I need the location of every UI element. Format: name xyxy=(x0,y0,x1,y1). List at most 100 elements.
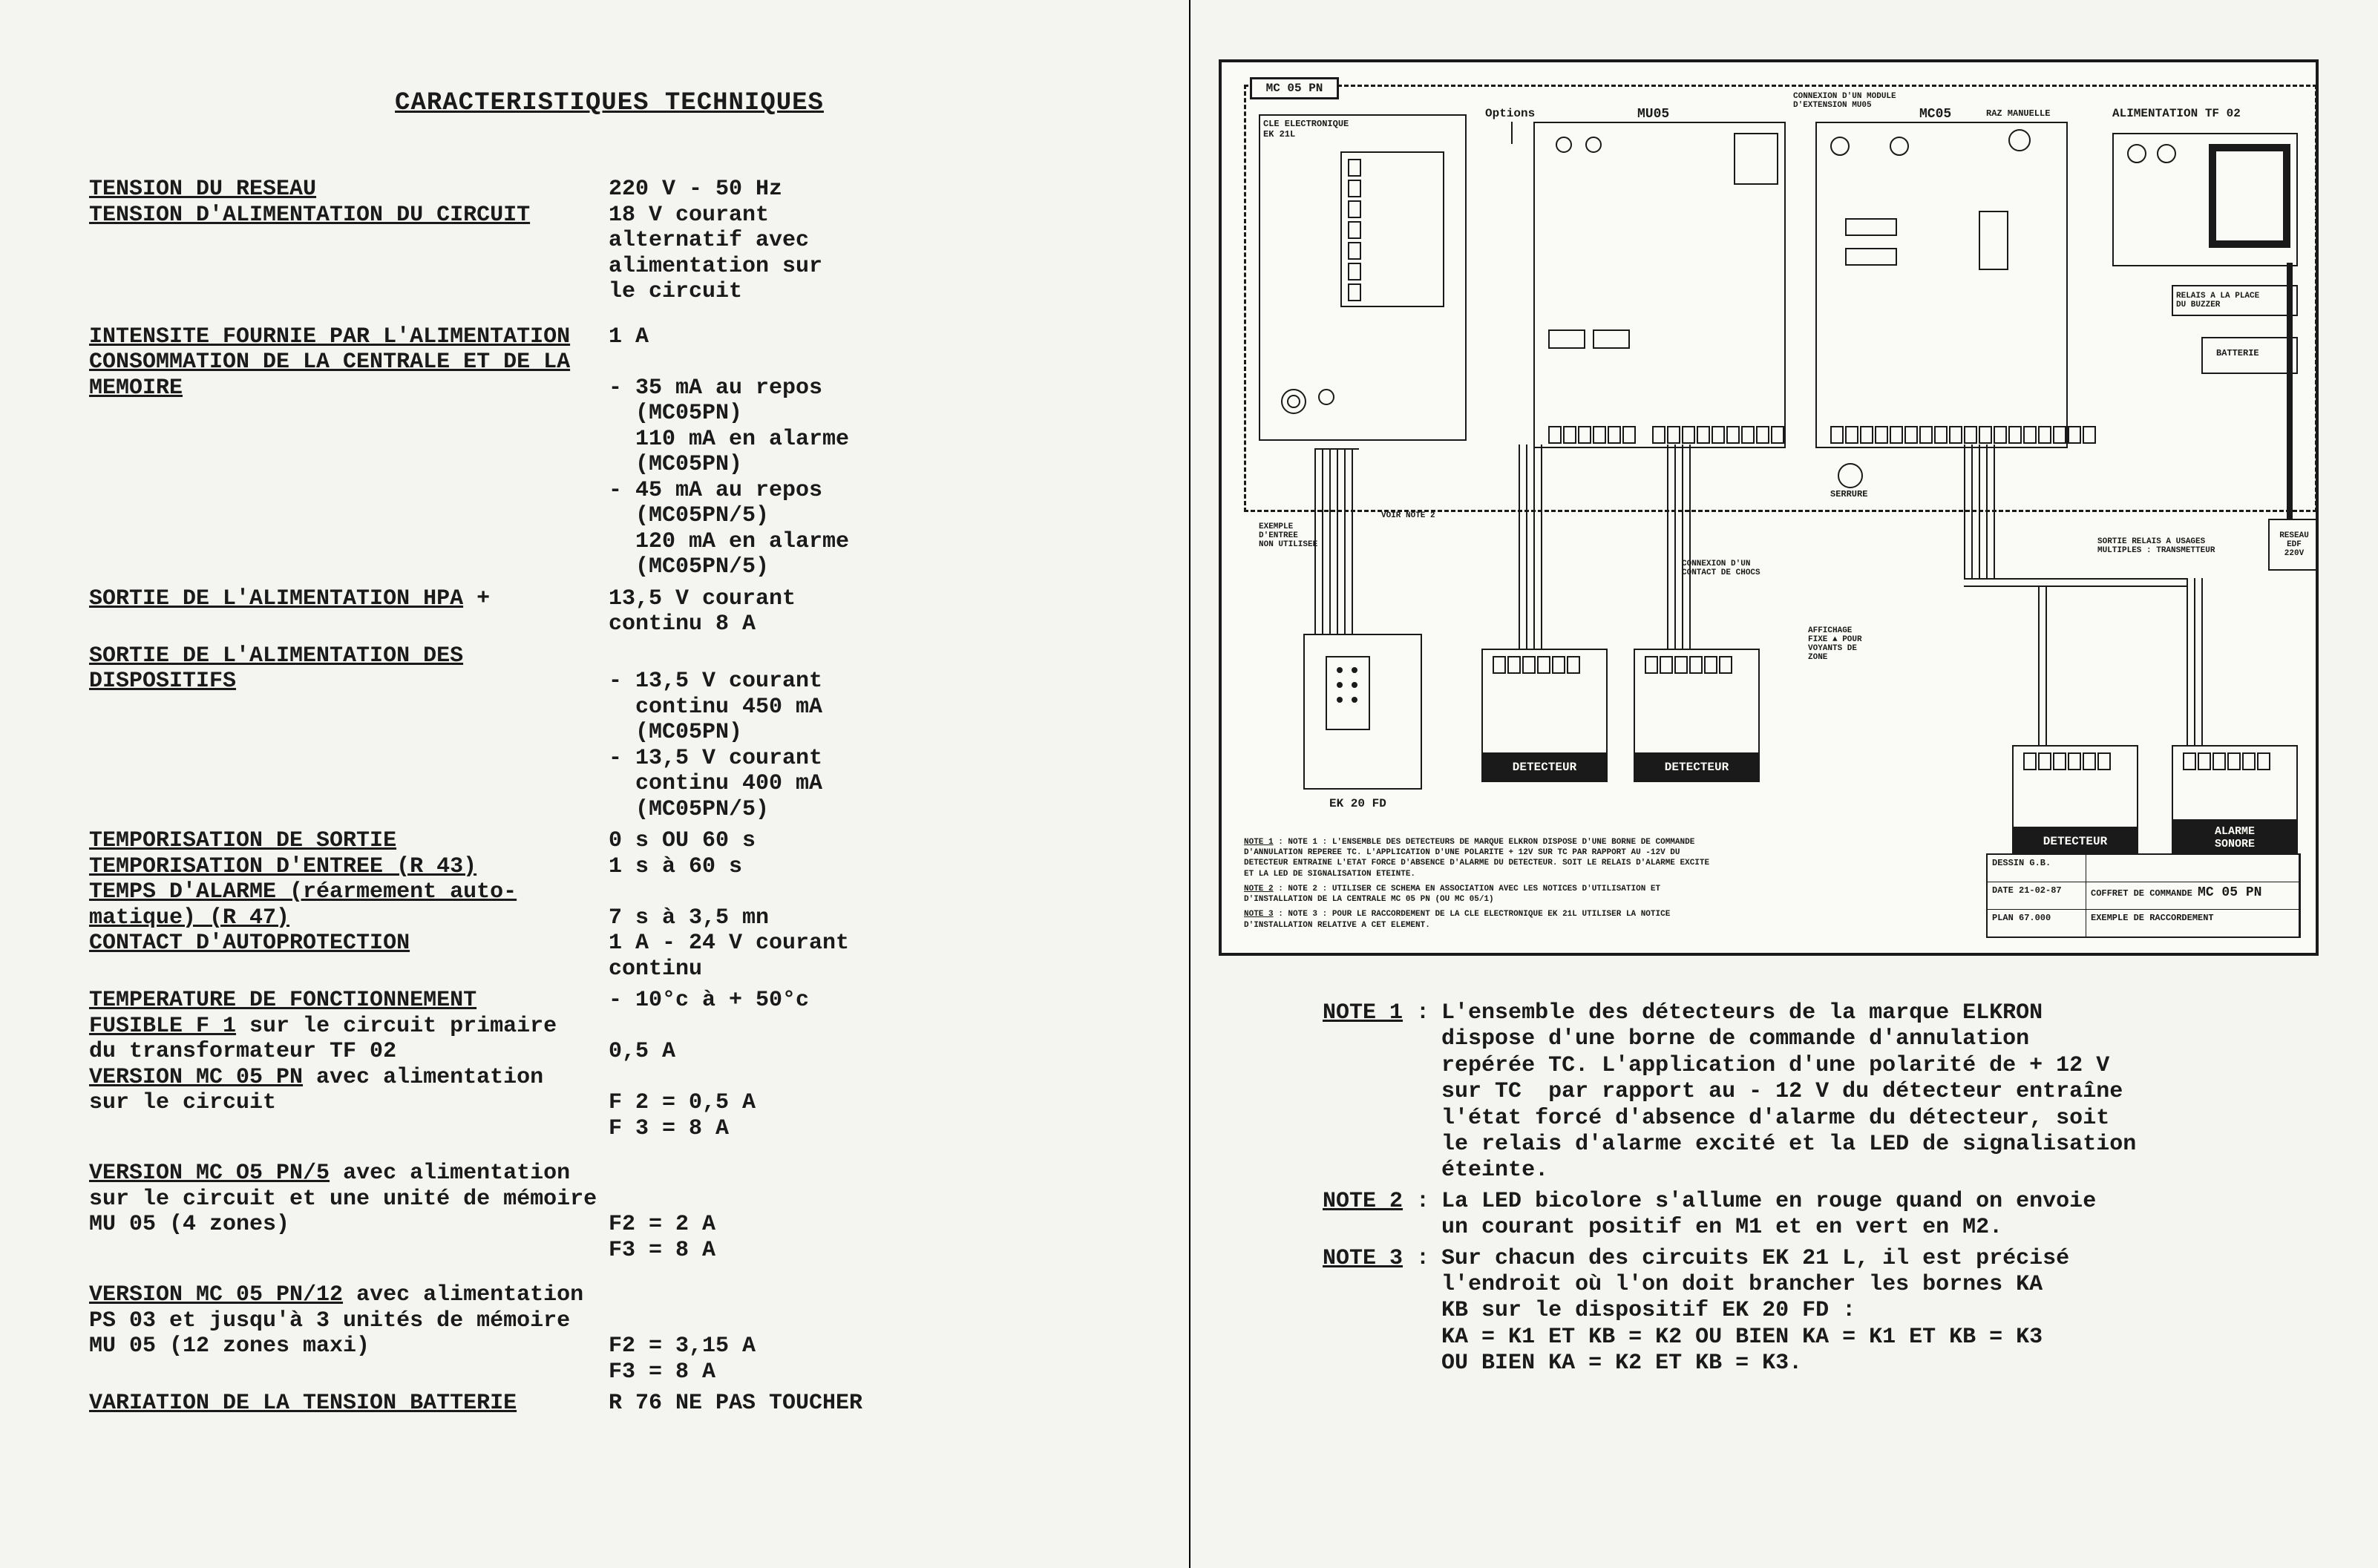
tb-r1b xyxy=(2086,855,2299,882)
tb-r2b-text: COFFRET DE COMMANDE xyxy=(2091,888,2192,899)
det1-terms xyxy=(1493,656,1580,674)
tb-r3b: EXEMPLE DE RACCORDEMENT xyxy=(2086,910,2299,936)
spec-row: VERSION MC O5 PN/5 avec alimentation sur… xyxy=(89,1161,1130,1263)
mini-note-1: NOTE 1 : L'ENSEMBLE DES DETECTEURS DE MA… xyxy=(1244,838,1709,879)
label-alarme: ALARME SONORE xyxy=(2215,825,2255,850)
spec-row: TENSION DU RESEAU220 V - 50 Hz xyxy=(89,177,1130,203)
tb-r2a: DATE 21-02-87 xyxy=(1988,882,2086,909)
spec-row: VERSION MC 05 PN avec alimentation sur l… xyxy=(89,1065,1130,1142)
wiring-diagram: MC 05 PN CLE ELECTRONIQUE EK 21L Options… xyxy=(1219,59,2319,956)
edf-box: RESEAU EDF 220V xyxy=(2268,519,2319,571)
spec-table: TENSION DU RESEAU220 V - 50 HzTENSION D'… xyxy=(89,177,1130,1417)
label-mc05: MC05 xyxy=(1919,107,1951,122)
spec-row: SORTIE DE L'ALIMENTATION DES DISPOSITIFS… xyxy=(89,643,1130,823)
note-row: NOTE 2 : La LED bicolore s'allume en roug… xyxy=(1323,1189,2259,1241)
label-relais: RELAIS A LA PLACE DU BUZZER xyxy=(2176,292,2259,309)
detecteur3-label-box: DETECTEUR xyxy=(2012,827,2138,856)
ek21l-title: CLE ELECTRONIQUE EK 21L xyxy=(1263,119,1349,140)
spec-value: 18 V courant alternatif avec alimentatio… xyxy=(609,203,1130,305)
tb-r3a: PLAN 67.000 xyxy=(1988,910,2086,936)
mu05-led2 xyxy=(1585,137,1602,153)
diagram-titleblock: DESSIN G.B. DATE 21-02-87 COFFRET DE COM… xyxy=(1986,853,2301,938)
note-row: NOTE 1 : L'ensemble des détecteurs de la … xyxy=(1323,1000,2259,1184)
spec-value: 0,5 A xyxy=(609,1014,1130,1065)
label-detecteur3: DETECTEUR xyxy=(2043,835,2107,848)
label-voir-note2: VOIR NOTE 2 xyxy=(1381,511,1435,520)
tf02-term2 xyxy=(2157,144,2176,163)
spec-label: FUSIBLE F 1 sur le circuit primaire du t… xyxy=(89,1014,609,1065)
spec-row: FUSIBLE F 1 sur le circuit primaire du t… xyxy=(89,1014,1130,1065)
spec-row: CONSOMMATION DE LA CENTRALE ET DE LA MEM… xyxy=(89,350,1130,580)
spec-row: VERSION MC 05 PN/12 avec alimentation PS… xyxy=(89,1282,1130,1385)
label-affich: AFFICHAGE FIXE ▲ POUR VOYANTS DE ZONE xyxy=(1808,626,1862,662)
mini-note-3: NOTE 3 : POUR LE RACCORDEMENT DE LA CLE … xyxy=(1244,910,1670,929)
mu05-led1 xyxy=(1556,137,1572,153)
spec-row: CONTACT D'AUTOPROTECTION1 A - 24 V coura… xyxy=(89,931,1130,982)
spec-row: SORTIE DE L'ALIMENTATION HPA +13,5 V cou… xyxy=(89,586,1130,637)
spec-row: TEMPERATURE DE FONCTIONNEMENT- 10°c à + … xyxy=(89,988,1130,1014)
mu05-ext-conn xyxy=(1734,133,1778,185)
spec-value: F2 = 2 A F3 = 8 A xyxy=(609,1161,1130,1263)
note-key: NOTE 1 : xyxy=(1323,1000,1429,1026)
mc05-pot-raz xyxy=(2008,129,2031,151)
ek21l-terminals xyxy=(1348,159,1361,301)
mc05-terms-right xyxy=(1949,426,2096,444)
spec-label: TEMPS D'ALARME (réarmement auto- matique… xyxy=(89,879,609,931)
mu05-terms-right xyxy=(1741,426,1784,444)
spec-label: TEMPORISATION DE SORTIE xyxy=(89,828,609,854)
spec-label: SORTIE DE L'ALIMENTATION HPA + xyxy=(89,586,609,612)
detecteur2-label-box: DETECTEUR xyxy=(1634,752,1760,782)
spec-value: 1 s à 60 s xyxy=(609,854,1130,880)
note-row: NOTE 3 :Sur chacun des circuits EK 21 L,… xyxy=(1323,1246,2259,1377)
note-key: NOTE 2 : xyxy=(1323,1189,1429,1215)
note-body: L'ensemble des détecteurs de la marque E… xyxy=(1441,1000,2259,1184)
mc05-chip2 xyxy=(1845,248,1897,266)
label-exemple: EXEMPLE D'ENTREE NON UTILISEE xyxy=(1259,522,1317,549)
tf02-term1 xyxy=(2127,144,2146,163)
spec-label: INTENSITE FOURNIE PAR L'ALIMENTATION xyxy=(89,324,609,350)
spec-value: - 35 mA au repos (MC05PN) 110 mA en alar… xyxy=(609,350,1130,580)
tb-r1a: DESSIN G.B. xyxy=(1988,855,2086,882)
spec-label: TENSION DU RESEAU xyxy=(89,177,609,203)
label-batt: BATTERIE xyxy=(2216,348,2259,358)
right-page: MC 05 PN CLE ELECTRONIQUE EK 21L Options… xyxy=(1189,0,2378,1568)
detecteur1-label-box: DETECTEUR xyxy=(1481,752,1608,782)
spec-value: F2 = 3,15 A F3 = 8 A xyxy=(609,1282,1130,1385)
notes-block: NOTE 1 : L'ensemble des détecteurs de la … xyxy=(1219,1000,2319,1381)
alarme-terms xyxy=(2183,752,2270,770)
spec-label: VERSION MC 05 PN avec alimentation sur l… xyxy=(89,1065,609,1116)
spec-row: TEMPORISATION DE SORTIE0 s OU 60 s xyxy=(89,828,1130,854)
label-options: Options xyxy=(1485,107,1535,120)
spec-label: TENSION D'ALIMENTATION DU CIRCUIT xyxy=(89,203,609,229)
label-alim: ALIMENTATION TF 02 xyxy=(2112,107,2241,120)
label-serrure: SERRURE xyxy=(1830,489,1867,499)
tb-r2c: MC 05 PN xyxy=(2198,885,2261,900)
spec-value: - 10°c à + 50°c xyxy=(609,988,1130,1014)
left-page: CARACTERISTIQUES TECHNIQUES TENSION DU R… xyxy=(0,0,1189,1568)
spec-label: TEMPORISATION D'ENTREE (R 43) xyxy=(89,854,609,880)
note-body: La LED bicolore s'allume en rouge quand … xyxy=(1441,1189,2259,1241)
diagram-mini-notes: NOTE 1 : NOTE 1 : L'ENSEMBLE DES DETECTE… xyxy=(1244,837,1719,931)
note-key: NOTE 3 : xyxy=(1323,1246,1429,1272)
mc05-led2 xyxy=(1890,137,1909,156)
label-contact-choc: CONNEXION D'UN CONTACT DE CHOCS xyxy=(1682,560,1760,577)
relay-buzzer-box: RELAIS A LA PLACE DU BUZZER xyxy=(2172,285,2298,316)
ek20fd-pcb xyxy=(1326,656,1370,730)
spec-value: R 76 NE PAS TOUCHER xyxy=(609,1391,1130,1417)
key-circle-2 xyxy=(1318,389,1334,405)
mu05-chip2 xyxy=(1593,329,1630,349)
spec-row: VARIATION DE LA TENSION BATTERIER 76 NE … xyxy=(89,1391,1130,1417)
arrow-options xyxy=(1511,122,1513,144)
spec-label: VERSION MC 05 PN/12 avec alimentation PS… xyxy=(89,1282,609,1359)
key-circle-1b xyxy=(1287,395,1300,408)
spec-value: - 13,5 V courant continu 450 mA (MC05PN)… xyxy=(609,643,1130,823)
spec-row: INTENSITE FOURNIE PAR L'ALIMENTATION1 A xyxy=(89,324,1130,350)
label-detecteur1: DETECTEUR xyxy=(1513,761,1576,774)
label-connexion: CONNEXION D'UN MODULE D'EXTENSION MU05 xyxy=(1793,92,1896,110)
spec-row: TEMPORISATION D'ENTREE (R 43)1 s à 60 s xyxy=(89,854,1130,880)
label-mu05: MU05 xyxy=(1637,107,1669,122)
page-title: CARACTERISTIQUES TECHNIQUES xyxy=(89,89,1130,117)
mu05-terms-left xyxy=(1548,426,1636,444)
det2-terms xyxy=(1645,656,1732,674)
spec-value: 13,5 V courant continu 8 A xyxy=(609,586,1130,637)
